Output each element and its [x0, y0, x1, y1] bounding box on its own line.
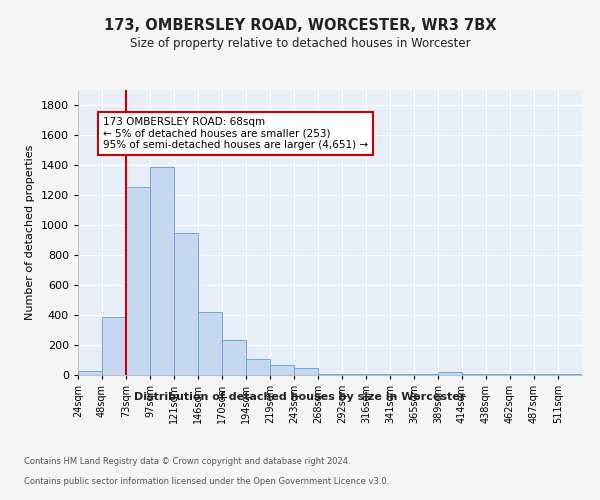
Bar: [438, 372, 462, 375]
Bar: [126, 186, 150, 375]
Bar: [318, 374, 342, 375]
Bar: [366, 374, 390, 375]
Bar: [486, 374, 510, 375]
Text: 173, OMBERSLEY ROAD, WORCESTER, WR3 7BX: 173, OMBERSLEY ROAD, WORCESTER, WR3 7BX: [104, 18, 496, 32]
Text: Size of property relative to detached houses in Worcester: Size of property relative to detached ho…: [130, 38, 470, 51]
Bar: [102, 316, 126, 375]
Bar: [294, 368, 318, 375]
Bar: [534, 374, 558, 375]
Text: 173 OMBERSLEY ROAD: 68sqm
← 5% of detached houses are smaller (253)
95% of semi-: 173 OMBERSLEY ROAD: 68sqm ← 5% of detach…: [103, 117, 368, 150]
Bar: [462, 374, 486, 375]
Bar: [510, 374, 534, 375]
Bar: [270, 365, 294, 375]
Y-axis label: Number of detached properties: Number of detached properties: [25, 145, 35, 320]
Bar: [150, 166, 174, 375]
Text: Distribution of detached houses by size in Worcester: Distribution of detached houses by size …: [134, 392, 466, 402]
Bar: [414, 374, 438, 375]
Text: Contains HM Land Registry data © Crown copyright and database right 2024.: Contains HM Land Registry data © Crown c…: [24, 458, 350, 466]
Bar: [246, 358, 270, 375]
Bar: [222, 340, 246, 375]
Bar: [174, 232, 198, 375]
Bar: [198, 312, 222, 375]
Bar: [78, 371, 102, 375]
Text: Contains public sector information licensed under the Open Government Licence v3: Contains public sector information licen…: [24, 478, 389, 486]
Bar: [390, 374, 414, 375]
Bar: [558, 374, 582, 375]
Bar: [342, 374, 366, 375]
